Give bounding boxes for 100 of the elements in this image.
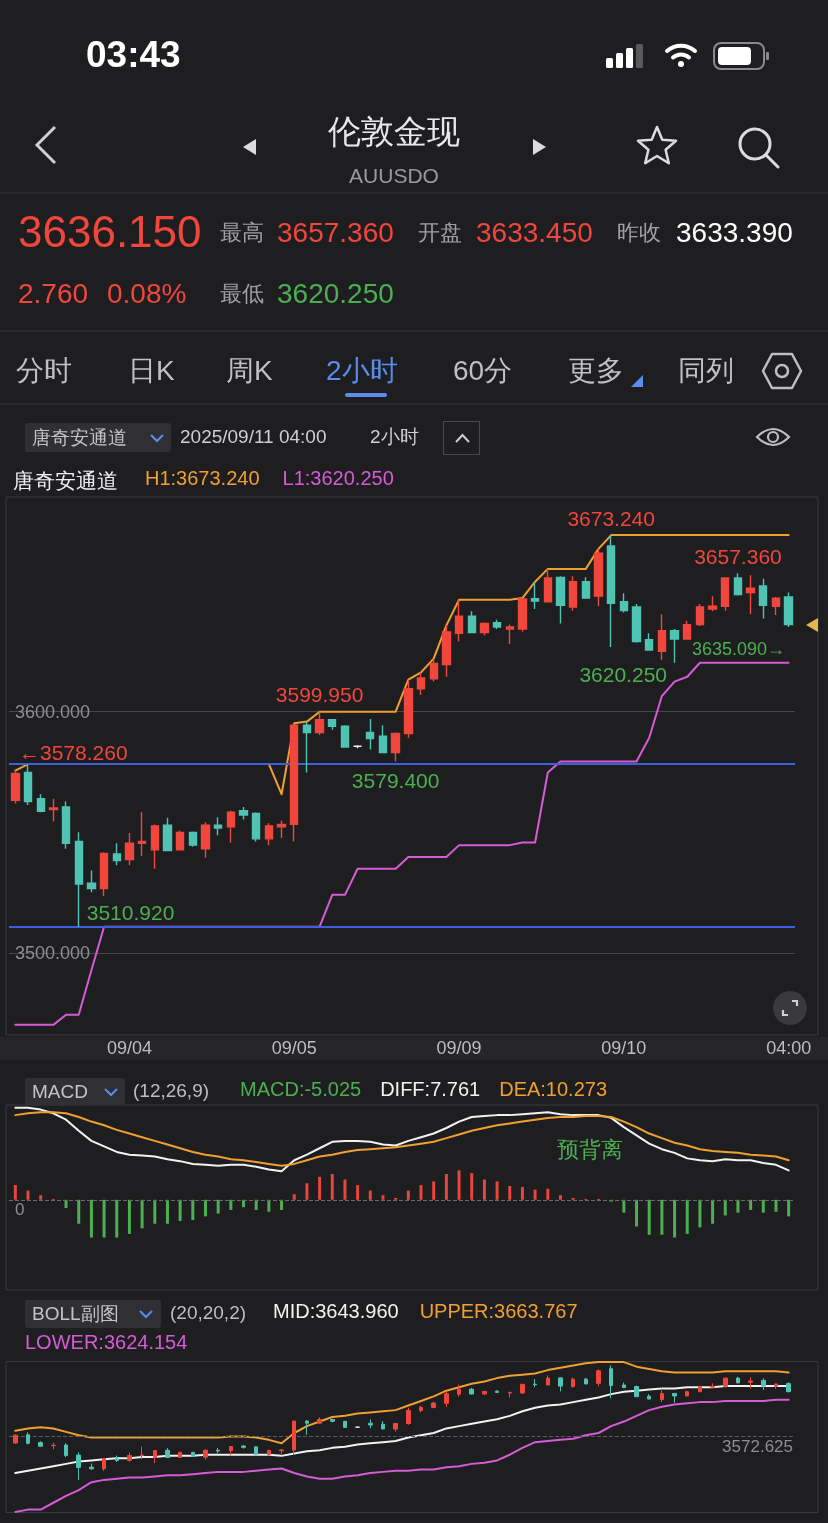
candlestick: [289, 722, 299, 843]
candlestick: [657, 613, 667, 661]
legend-title: 唐奇安通道: [13, 468, 118, 492]
bar: [761, 1199, 765, 1213]
annotation: 3510.920: [86, 901, 175, 925]
candlestick: [317, 1416, 322, 1425]
candlestick: [669, 628, 680, 664]
candlestick: [314, 711, 325, 736]
bar: [89, 1199, 93, 1238]
y-tick-label: 3600.000: [15, 701, 91, 722]
x-tick-label: 09/10: [601, 1038, 647, 1058]
candlestick: [251, 811, 261, 843]
bar: [229, 1199, 233, 1210]
bar: [495, 1181, 499, 1200]
candlestick: [330, 1418, 335, 1423]
candlestick: [429, 657, 439, 683]
candlestick: [352, 744, 363, 749]
candlestick: [533, 1378, 537, 1388]
candlestick: [530, 580, 540, 610]
candlestick: [720, 576, 730, 612]
text: 日K: [128, 354, 175, 388]
annotation: ←3578.260: [19, 740, 128, 764]
candlestick: [482, 1390, 487, 1396]
candlestick: [745, 574, 756, 615]
candlestick: [140, 1445, 144, 1460]
candlestick: [419, 1405, 423, 1413]
annotation: 3572.625: [722, 1437, 793, 1457]
annotation: 0: [15, 1200, 25, 1220]
candlestick: [191, 1451, 195, 1458]
candlestick: [672, 1392, 677, 1404]
candlestick: [619, 592, 629, 614]
bar: [698, 1199, 702, 1228]
candlestick: [64, 1442, 68, 1458]
annotation: 3599.950: [275, 683, 364, 707]
text: MACD:-5.025: [240, 1078, 362, 1100]
bar: [115, 1199, 119, 1238]
candlestick: [441, 624, 452, 678]
candlestick: [162, 817, 173, 852]
bar: [444, 1174, 448, 1200]
candlestick: [200, 821, 211, 859]
candlestick: [89, 1463, 94, 1471]
text: 60分: [453, 354, 513, 388]
candlestick: [10, 769, 21, 805]
candlestick: [76, 1451, 81, 1481]
x-tick-label: 09/05: [271, 1038, 317, 1058]
candlestick: [327, 718, 337, 731]
candlestick: [365, 718, 375, 751]
bar: [647, 1199, 651, 1235]
candlestick: [292, 1420, 296, 1456]
candlestick: [165, 1447, 170, 1459]
candlestick: [203, 1448, 208, 1461]
candlestick: [343, 1420, 347, 1429]
candlestick: [216, 1447, 220, 1454]
candlestick: [13, 1433, 18, 1445]
candlestick: [634, 1385, 639, 1398]
candlestick: [710, 1382, 715, 1389]
bar: [381, 1195, 385, 1200]
bar: [558, 1195, 562, 1200]
text: 开盘: [418, 220, 462, 246]
bar: [216, 1199, 220, 1214]
text: 3620.250: [277, 277, 394, 311]
candlestick: [390, 731, 401, 763]
candlestick: [254, 1445, 258, 1456]
candlestick: [86, 869, 97, 893]
candlestick: [723, 1377, 728, 1389]
candlestick: [213, 816, 223, 836]
candlestick: [431, 1401, 436, 1409]
bar: [102, 1199, 106, 1238]
candlestick: [175, 829, 185, 852]
candlestick: [23, 763, 33, 806]
candlestick: [74, 831, 84, 928]
annotation: 3657.360: [694, 544, 782, 568]
text: 2小时: [326, 354, 398, 388]
candlestick: [406, 1407, 411, 1426]
bar: [140, 1199, 144, 1229]
bar: [165, 1199, 169, 1224]
chart-title: 唐奇安通道: [32, 426, 127, 449]
text: L1:3620.250: [282, 467, 394, 489]
bar: [533, 1189, 537, 1200]
candlestick: [393, 1422, 398, 1433]
bar: [356, 1185, 360, 1200]
text: 3633.390: [676, 216, 793, 250]
bar: [39, 1195, 43, 1200]
text: 3657.360: [277, 216, 394, 250]
candlestick: [61, 800, 71, 850]
candlestick: [276, 820, 287, 839]
candlestick: [517, 597, 528, 633]
text: AUUSDO: [349, 163, 439, 189]
candlestick: [469, 1387, 474, 1395]
bar: [127, 1199, 131, 1234]
candlestick: [761, 1377, 766, 1391]
chart-title: BOLL副图: [32, 1303, 119, 1325]
bar: [749, 1199, 753, 1210]
candlestick: [99, 851, 109, 897]
y-tick-label: 3500.000: [15, 942, 91, 963]
candlestick: [707, 595, 718, 613]
text: 最高: [220, 220, 264, 246]
candlestick: [416, 671, 426, 696]
text: 3636.150: [18, 206, 202, 258]
bar: [343, 1179, 347, 1200]
